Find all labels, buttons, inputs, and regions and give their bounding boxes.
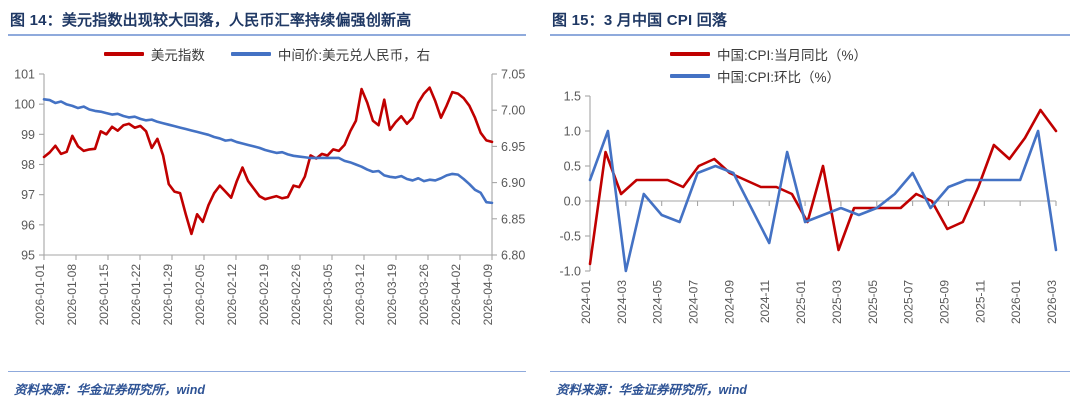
x-axis-tick-label: 2026-01 xyxy=(1009,279,1023,323)
x-axis-tick-label: 2026-01-08 xyxy=(65,263,79,325)
x-axis-tick-label: 2024-07 xyxy=(687,279,701,323)
figure-15-svg: -1.0 -0.5 0.0 0.5 1.0 1.5 2024-01 2024-03 2024-0… xyxy=(559,89,1059,324)
figure-15-chart: -1.0 -0.5 0.0 0.5 1.0 1.5 2024-01 2024-03 2024-0… xyxy=(550,88,1070,363)
x-axis-tick-label: 2024-03 xyxy=(615,279,629,323)
legend-item-cpi-yoy: 中国:CPI:当月同比（%） xyxy=(670,44,867,64)
x-axis-tick-label: 2026-01-15 xyxy=(97,263,111,325)
legend-swatch-blue-icon xyxy=(670,73,710,78)
x-axis-tick-label: 2026-04-02 xyxy=(449,263,463,325)
y-axis-tick-label: 95 xyxy=(21,248,35,262)
x-axis-tick-label: 2026-01-01 xyxy=(33,263,47,325)
x-axis-tick-label: 2026-03-26 xyxy=(417,263,431,325)
y2-axis-tick-label: 7.00 xyxy=(501,103,525,117)
figure-14-legend: 美元指数 中间价:美元兑人民币，右 xyxy=(8,38,526,66)
y-axis-tick-label: 0.5 xyxy=(564,159,581,173)
y-axis-tick-label: 100 xyxy=(14,97,35,111)
x-axis-tick-label: 2025-01 xyxy=(794,279,808,323)
legend-label-cpi-mom: 中国:CPI:环比（%） xyxy=(717,69,841,85)
x-axis-tick-label: 2025-05 xyxy=(866,279,880,323)
x-axis-tick-label: 2026-03 xyxy=(1045,279,1059,323)
figure-15-footer: 资料来源：华金证券研究所，wind xyxy=(550,370,1070,398)
y-axis-tick-label: 1.0 xyxy=(564,124,581,138)
y-axis-tick-label: 1.5 xyxy=(564,89,581,103)
x-axis-tick-label: 2026-02-26 xyxy=(289,263,303,325)
legend-swatch-red-icon xyxy=(670,51,710,56)
figure-15-footer-rule xyxy=(550,370,1070,372)
figure-15-title-rule xyxy=(550,34,1070,36)
y-axis-tick-label: 97 xyxy=(21,188,35,202)
legend-swatch-red-icon xyxy=(103,51,144,56)
x-axis-tick-label: 2024-01 xyxy=(579,279,593,323)
x-axis-tick-label: 2026-01-22 xyxy=(129,263,143,325)
figure-14-svg: 95 96 97 98 99 100 101 6.80 6.85 6.90 6.95 7.00 7.05… xyxy=(14,67,525,325)
x-axis-tick-label: 2026-03-19 xyxy=(385,263,399,325)
x-axis-tick-label: 2024-09 xyxy=(722,279,736,323)
x-axis-tick-label: 2026-03-12 xyxy=(353,263,367,325)
y-axis-tick-label: -0.5 xyxy=(559,229,581,243)
figure-panel-15: 图 15：3 月中国 CPI 回落 中国:CPI:当月同比（%） 中国:CPI:… xyxy=(540,0,1080,410)
figure-14-title-rule xyxy=(8,34,526,36)
legend-label-usd-index: 美元指数 xyxy=(150,47,205,63)
x-axis-tick-label: 2025-11 xyxy=(973,279,987,322)
x-axis-tick-label: 2025-03 xyxy=(830,279,844,323)
x-axis-tick-label: 2025-09 xyxy=(938,279,952,323)
figure-panel-14: 图 14：美元指数出现较大回落，人民币汇率持续偏强创新高 美元指数 中间价:美元… xyxy=(8,12,526,398)
y2-axis-tick-label: 7.05 xyxy=(501,67,525,81)
figure-14-footer-rule xyxy=(8,370,526,372)
series-line-red xyxy=(42,85,494,235)
series-line-blue xyxy=(588,129,1058,272)
x-axis-tick-label: 2026-02-12 xyxy=(225,263,239,325)
legend-item-cpi-mom: 中国:CPI:环比（%） xyxy=(670,66,840,86)
legend-item-usd-index: 美元指数 xyxy=(103,44,205,64)
y2-axis-tick-label: 6.95 xyxy=(501,139,525,153)
figure-14-title: 图 14：美元指数出现较大回落，人民币汇率持续偏强创新高 xyxy=(10,12,412,29)
legend-item-cny-midprice: 中间价:美元兑人民币，右 xyxy=(230,44,431,64)
figure-15-title: 图 15：3 月中国 CPI 回落 xyxy=(552,12,728,29)
x-axis-tick-label: 2024-11 xyxy=(758,279,772,322)
y-axis-tick-label: 98 xyxy=(21,158,35,172)
y-axis-tick-label: 101 xyxy=(14,67,35,81)
y-axis-tick-label: 0.0 xyxy=(564,194,581,208)
figure-14-source: 资料来源：华金证券研究所，wind xyxy=(14,383,205,397)
x-axis-tick-label: 2026-03-05 xyxy=(321,263,335,325)
x-axis-tick-label: 2024-05 xyxy=(651,279,665,323)
x-axis-tick-label: 2026-02-19 xyxy=(257,263,271,325)
figure-15-legend: 中国:CPI:当月同比（%） 中国:CPI:环比（%） xyxy=(550,38,1070,88)
y-axis-tick-label: 99 xyxy=(21,127,35,141)
y2-axis-tick-label: 6.90 xyxy=(501,176,525,190)
figure-15-source: 资料来源：华金证券研究所，wind xyxy=(556,383,747,397)
x-axis-tick-label: 2026-04-09 xyxy=(481,263,495,325)
y-axis-tick-label: -1.0 xyxy=(559,264,581,278)
legend-label-cny-midprice: 中间价:美元兑人民币，右 xyxy=(277,47,431,63)
x-axis-tick-label: 2026-02-05 xyxy=(193,263,207,325)
y2-axis-tick-label: 6.80 xyxy=(501,248,525,262)
legend-label-cpi-yoy: 中国:CPI:当月同比（%） xyxy=(717,47,868,63)
x-axis-tick-label: 2026-01-29 xyxy=(161,263,175,325)
series-line-red xyxy=(588,108,1058,265)
x-axis-tick-label: 2025-07 xyxy=(902,279,916,323)
series-line-blue xyxy=(42,97,494,204)
y2-axis-tick-label: 6.85 xyxy=(501,212,525,226)
y-axis-tick-label: 96 xyxy=(21,218,35,232)
figure-14-chart: 95 96 97 98 99 100 101 6.80 6.85 6.90 6.95 7.00 7.05… xyxy=(8,66,526,351)
legend-swatch-blue-icon xyxy=(230,51,271,56)
figure-14-footer: 资料来源：华金证券研究所，wind xyxy=(8,370,526,398)
